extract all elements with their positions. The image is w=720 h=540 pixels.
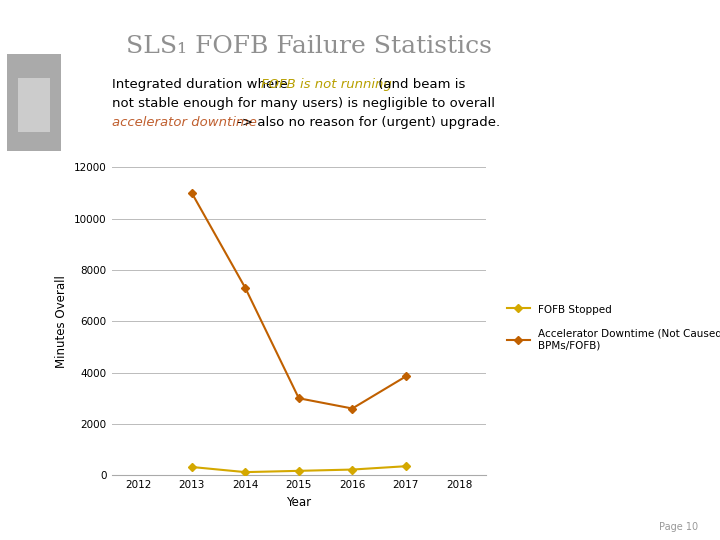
Text: (and beam is: (and beam is (374, 78, 466, 91)
Text: -> also no reason for (urgent) upgrade.: -> also no reason for (urgent) upgrade. (233, 116, 500, 129)
Y-axis label: Minutes Overall: Minutes Overall (55, 275, 68, 368)
Text: accelerator downtime: accelerator downtime (112, 116, 256, 129)
Legend: FOFB Stopped, Accelerator Downtime (Not Caused by
BPMs/FOFB): FOFB Stopped, Accelerator Downtime (Not … (503, 300, 720, 355)
Text: FOFB is not running: FOFB is not running (261, 78, 392, 91)
Text: Integrated duration where: Integrated duration where (112, 78, 292, 91)
Text: SLS₁ FOFB Failure Statistics: SLS₁ FOFB Failure Statistics (126, 35, 492, 58)
X-axis label: Year: Year (287, 496, 311, 509)
Text: not stable enough for many users) is negligible to overall: not stable enough for many users) is neg… (112, 97, 495, 110)
Text: Page 10: Page 10 (660, 522, 698, 532)
